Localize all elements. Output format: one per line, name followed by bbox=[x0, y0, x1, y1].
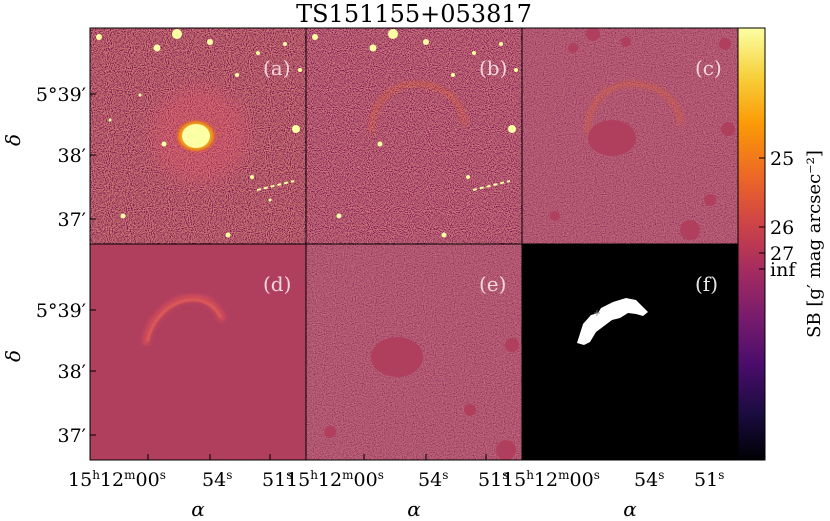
x-tick-label: 51s bbox=[262, 468, 292, 491]
colorbar-tick: 25 bbox=[770, 148, 794, 170]
figure-title: TS151155+053817 bbox=[296, 0, 532, 28]
y-axis-label-top: δ bbox=[1, 134, 25, 146]
y-tick-label: 38′ bbox=[58, 145, 87, 167]
panel-b bbox=[306, 28, 522, 244]
y-axis-label-bottom: δ bbox=[1, 350, 25, 362]
x-axis-label-col2: α bbox=[407, 497, 421, 521]
y-tick-label: 5°39′ bbox=[36, 84, 86, 106]
colorbar-tick: 26 bbox=[770, 217, 794, 239]
x-tick-labels: 15h12m00s 54s 51s 15h12m00s 54s 51s 15h1… bbox=[68, 468, 724, 491]
x-tick-label: 51s bbox=[478, 468, 508, 491]
tick-marks bbox=[90, 93, 703, 460]
colorbar-tick: 27 bbox=[770, 243, 794, 265]
panel-f bbox=[522, 244, 738, 460]
panel-label-d: (d) bbox=[263, 272, 291, 296]
x-tick-label: 51s bbox=[694, 468, 724, 491]
x-tick-label: 54s bbox=[202, 468, 232, 491]
x-tick-label: 54s bbox=[634, 468, 664, 491]
x-axis-label-col1: α bbox=[191, 497, 205, 521]
colorbar: 25 26 27 inf SB [g′ mag arcsec⁻²] bbox=[737, 27, 825, 461]
colorbar-gradient bbox=[737, 27, 766, 461]
panel-label-a: (a) bbox=[263, 56, 291, 80]
x-tick-label-first: 15h12m00s bbox=[502, 468, 600, 491]
y-tick-label: 37′ bbox=[58, 425, 87, 447]
x-tick-label-first: 15h12m00s bbox=[286, 468, 384, 491]
y-tick-label: 5°39′ bbox=[36, 300, 86, 322]
x-tick-label-first: 15h12m00s bbox=[68, 468, 166, 491]
x-tick-label: 54s bbox=[418, 468, 448, 491]
colorbar-tick: inf bbox=[770, 259, 797, 281]
panel-c bbox=[522, 28, 738, 244]
x-axis-label-col3: α bbox=[623, 497, 637, 521]
panel-a bbox=[90, 28, 306, 244]
panel-label-b: (b) bbox=[479, 56, 507, 80]
y-tick-labels-top: 5°39′ 38′ 37′ bbox=[36, 84, 86, 231]
panel-e bbox=[306, 244, 522, 460]
colorbar-label: SB [g′ mag arcsec⁻²] bbox=[804, 150, 825, 338]
y-tick-labels-bottom: 5°39′ 38′ 37′ bbox=[36, 300, 86, 447]
panel-d bbox=[90, 244, 306, 460]
panel-label-f: (f) bbox=[695, 272, 718, 296]
y-tick-label: 37′ bbox=[58, 209, 87, 231]
panel-label-c: (c) bbox=[695, 56, 722, 80]
panel-label-e: (e) bbox=[479, 272, 506, 296]
y-tick-label: 38′ bbox=[58, 361, 87, 383]
